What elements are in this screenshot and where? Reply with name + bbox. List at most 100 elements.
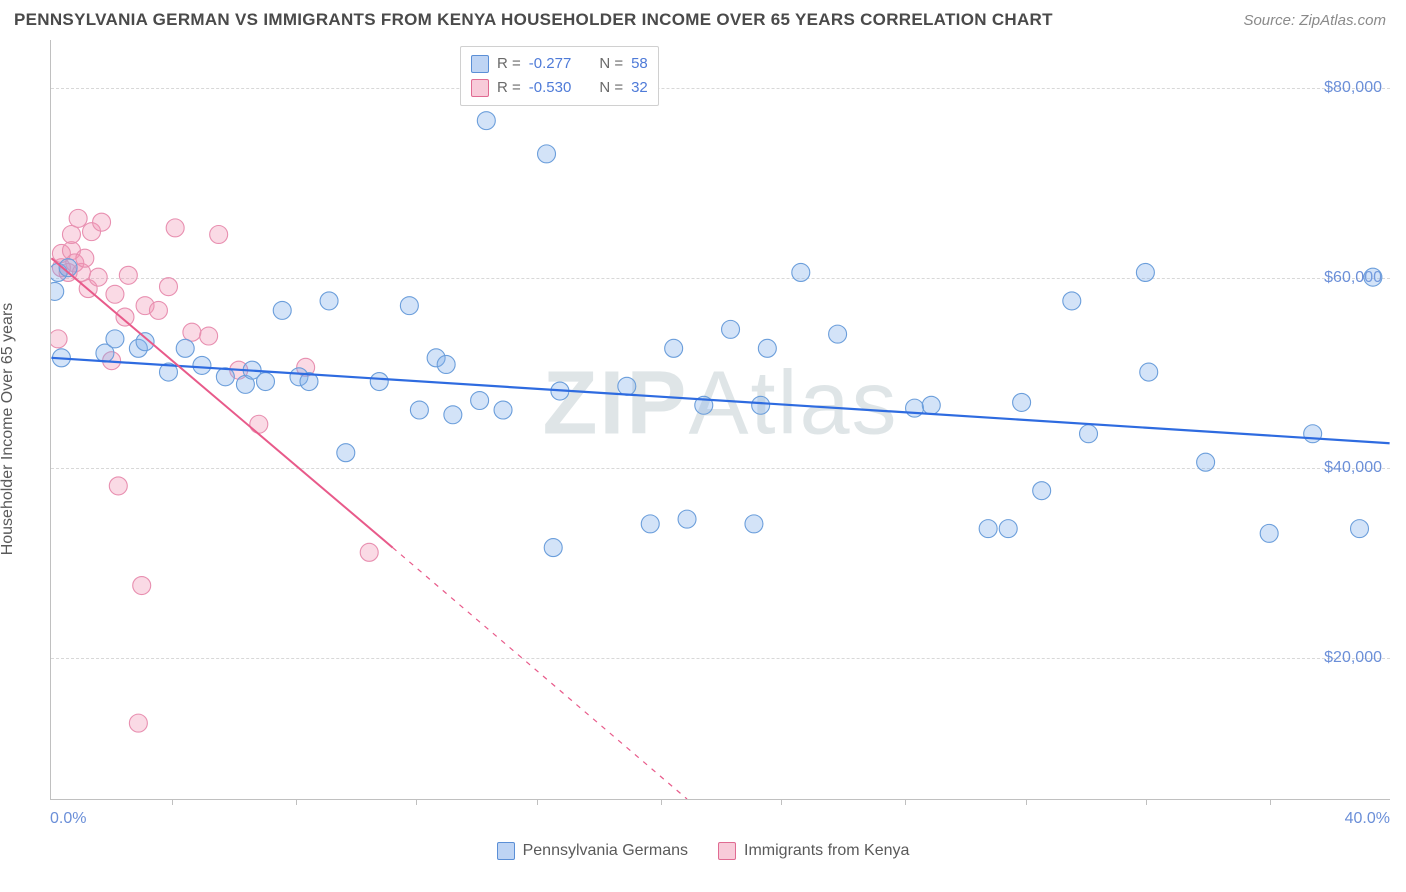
pa-german-point xyxy=(1197,453,1215,471)
x-tick xyxy=(1146,799,1147,805)
kenya-point xyxy=(133,577,151,595)
pa-german-point xyxy=(641,515,659,533)
pa-german-point xyxy=(758,339,776,357)
kenya-point xyxy=(183,323,201,341)
x-axis-max-label: 40.0% xyxy=(1345,810,1390,828)
legend-row-blue: R = -0.277 N = 58 xyxy=(471,52,648,76)
kenya-point xyxy=(119,266,137,284)
pa-german-point xyxy=(1063,292,1081,310)
kenya-point xyxy=(250,415,268,433)
pa-german-point xyxy=(176,339,194,357)
pa-german-point xyxy=(471,392,489,410)
legend-item-blue: Pennsylvania Germans xyxy=(497,842,688,860)
kenya-point xyxy=(69,209,87,227)
pa-german-point xyxy=(444,406,462,424)
pa-german-point xyxy=(792,263,810,281)
trend-line-pink-dash xyxy=(393,548,687,799)
kenya-point xyxy=(51,330,67,348)
pa-german-point xyxy=(544,539,562,557)
pa-german-point xyxy=(410,401,428,419)
kenya-point xyxy=(106,285,124,303)
swatch-blue-bottom-icon xyxy=(497,842,515,860)
x-tick xyxy=(296,799,297,805)
r-value-blue: -0.277 xyxy=(529,52,572,76)
pa-german-point xyxy=(922,396,940,414)
pa-german-point xyxy=(722,320,740,338)
pa-german-point xyxy=(665,339,683,357)
source-label: Source: ZipAtlas.com xyxy=(1243,12,1386,29)
pa-german-point xyxy=(678,510,696,528)
trend-line-pink xyxy=(51,258,392,547)
pa-german-point xyxy=(829,325,847,343)
r-label-2: R = xyxy=(497,76,521,100)
chart-plot-area: ZIPAtlas $20,000$40,000$60,000$80,000 xyxy=(50,40,1390,800)
swatch-pink-icon xyxy=(471,79,489,97)
pa-german-point xyxy=(745,515,763,533)
kenya-point xyxy=(109,477,127,495)
r-value-pink: -0.530 xyxy=(529,76,572,100)
pa-german-point xyxy=(193,356,211,374)
pa-german-point xyxy=(437,355,455,373)
y-axis-title: Householder Income Over 65 years xyxy=(0,303,17,556)
kenya-point xyxy=(210,226,228,244)
pa-german-point xyxy=(106,330,124,348)
pa-german-point xyxy=(1033,482,1051,500)
pa-german-point xyxy=(1080,425,1098,443)
pa-german-point xyxy=(320,292,338,310)
n-label-2: N = xyxy=(599,76,623,100)
legend-top: R = -0.277 N = 58 R = -0.530 N = 32 xyxy=(460,46,659,106)
legend-item-pink: Immigrants from Kenya xyxy=(718,842,909,860)
pa-german-point xyxy=(538,145,556,163)
kenya-point xyxy=(93,213,111,231)
kenya-point xyxy=(62,226,80,244)
pa-german-point xyxy=(752,396,770,414)
kenya-point xyxy=(89,268,107,286)
pa-german-point xyxy=(1013,393,1031,411)
pa-german-point xyxy=(400,297,418,315)
swatch-blue-icon xyxy=(471,55,489,73)
kenya-point xyxy=(166,219,184,237)
pa-german-point xyxy=(1304,425,1322,443)
kenya-point xyxy=(360,543,378,561)
pa-german-point xyxy=(273,301,291,319)
pa-german-point xyxy=(494,401,512,419)
pa-german-point xyxy=(51,282,64,300)
pa-german-point xyxy=(337,444,355,462)
n-value-pink: 32 xyxy=(631,76,648,100)
x-tick xyxy=(172,799,173,805)
pa-german-point xyxy=(216,368,234,386)
pa-german-point xyxy=(477,112,495,130)
pa-german-point xyxy=(370,373,388,391)
legend-bottom: Pennsylvania Germans Immigrants from Ken… xyxy=(0,842,1406,860)
kenya-point xyxy=(200,327,218,345)
x-tick xyxy=(1270,799,1271,805)
kenya-point xyxy=(149,301,167,319)
chart-title: PENNSYLVANIA GERMAN VS IMMIGRANTS FROM K… xyxy=(14,10,1053,30)
x-tick xyxy=(905,799,906,805)
kenya-point xyxy=(76,249,94,267)
scatter-svg xyxy=(51,40,1390,799)
pa-german-point xyxy=(618,377,636,395)
x-tick xyxy=(537,799,538,805)
x-tick xyxy=(661,799,662,805)
n-label: N = xyxy=(599,52,623,76)
legend-label-pink: Immigrants from Kenya xyxy=(744,842,909,860)
pa-german-point xyxy=(1351,520,1369,538)
pa-german-point xyxy=(257,373,275,391)
x-tick xyxy=(416,799,417,805)
pa-german-point xyxy=(1364,268,1382,286)
pa-german-point xyxy=(1136,263,1154,281)
pa-german-point xyxy=(1140,363,1158,381)
n-value-blue: 58 xyxy=(631,52,648,76)
pa-german-point xyxy=(979,520,997,538)
swatch-pink-bottom-icon xyxy=(718,842,736,860)
kenya-point xyxy=(116,308,134,326)
legend-row-pink: R = -0.530 N = 32 xyxy=(471,76,648,100)
x-tick xyxy=(1026,799,1027,805)
pa-german-point xyxy=(999,520,1017,538)
r-label: R = xyxy=(497,52,521,76)
kenya-point xyxy=(159,278,177,296)
kenya-point xyxy=(129,714,147,732)
legend-label-blue: Pennsylvania Germans xyxy=(523,842,688,860)
x-tick xyxy=(781,799,782,805)
